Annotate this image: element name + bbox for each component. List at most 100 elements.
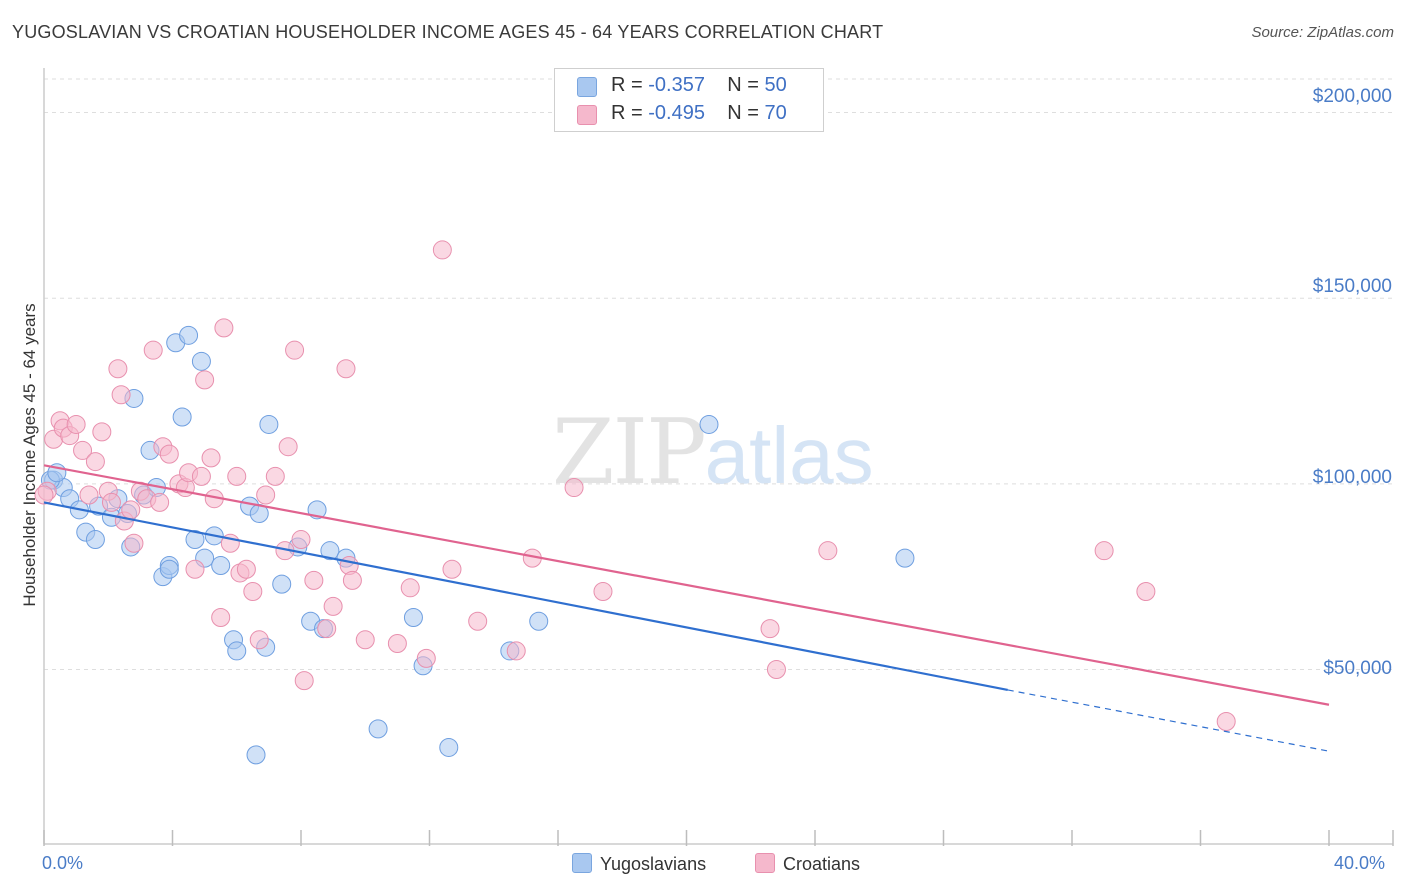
data-point-croatians <box>317 619 337 639</box>
data-point-croatians <box>121 500 141 520</box>
legend-n-label: N = <box>727 102 759 124</box>
y-axis-label: Householder Income Ages 45 - 64 years <box>20 303 39 607</box>
data-point-croatians <box>285 340 305 360</box>
bottom-legend-label-yugoslavians: Yugoslavians <box>600 854 707 874</box>
legend-n-label: N = <box>727 74 759 96</box>
data-point-croatians <box>442 559 462 579</box>
data-point-yugoslavians <box>320 541 340 561</box>
data-point-yugoslavians <box>272 574 292 594</box>
bottom-legend-swatch-yugoslavians <box>572 853 592 873</box>
data-point-yugoslavians <box>699 414 719 434</box>
correlation-legend: R = -0.357 N = 50 R = -0.495 N = 70 <box>554 68 824 132</box>
data-point-croatians <box>400 578 420 598</box>
data-point-croatians <box>249 630 269 650</box>
data-point-croatians <box>34 485 54 505</box>
source-label: Source: ZipAtlas.com <box>1251 24 1394 41</box>
data-point-croatians <box>416 648 436 668</box>
data-point-croatians <box>506 641 526 661</box>
data-point-croatians <box>818 541 838 561</box>
data-point-croatians <box>323 596 343 616</box>
data-point-croatians <box>760 619 780 639</box>
data-point-croatians <box>159 444 179 464</box>
x-tick-label-max: 40.0% <box>1334 853 1386 873</box>
data-point-croatians <box>243 582 263 602</box>
y-tick-label-100000: $100,000 <box>1312 467 1392 488</box>
data-point-croatians <box>195 370 215 390</box>
data-point-yugoslavians <box>227 641 247 661</box>
legend-n-value: 70 <box>764 102 787 124</box>
data-point-croatians <box>342 570 362 590</box>
data-point-croatians <box>150 492 170 512</box>
data-point-croatians <box>73 440 93 460</box>
data-point-croatians <box>85 452 105 472</box>
bottom-legend-yugoslavians: Yugoslavians <box>572 853 706 875</box>
data-point-croatians <box>468 611 488 631</box>
data-point-yugoslavians <box>895 548 915 568</box>
data-point-croatians <box>291 530 311 550</box>
data-point-croatians <box>124 533 144 553</box>
data-point-croatians <box>108 359 128 379</box>
data-point-yugoslavians <box>185 530 205 550</box>
bottom-legend-label-croatians: Croatians <box>783 854 861 874</box>
bottom-legend-swatch-croatians <box>755 853 775 873</box>
data-point-yugoslavians <box>211 556 231 576</box>
data-point-croatians <box>387 634 407 654</box>
legend-r-value: -0.495 <box>648 102 705 124</box>
data-point-yugoslavians <box>159 559 179 579</box>
data-point-croatians <box>111 385 131 405</box>
data-point-croatians <box>564 478 584 498</box>
data-point-yugoslavians <box>403 608 423 628</box>
legend-swatch-croatians <box>577 105 597 125</box>
data-point-yugoslavians <box>172 407 192 427</box>
data-point-croatians <box>143 340 163 360</box>
data-point-yugoslavians <box>191 351 211 371</box>
data-point-croatians <box>304 570 324 590</box>
data-point-croatians <box>256 485 276 505</box>
data-point-croatians <box>355 630 375 650</box>
y-tick-label-50000: $50,000 <box>1323 658 1392 679</box>
y-tick-label-200000: $200,000 <box>1312 86 1392 107</box>
bottom-legend-croatians: Croatians <box>755 853 860 875</box>
data-point-yugoslavians <box>85 530 105 550</box>
trend-line-extension-yugoslavians <box>1007 689 1330 752</box>
data-point-croatians <box>432 240 452 260</box>
legend-n-value: 50 <box>764 74 787 96</box>
data-point-croatians <box>66 414 86 434</box>
legend-swatch-yugoslavians <box>577 77 597 97</box>
data-point-croatians <box>278 437 298 457</box>
data-point-croatians <box>214 318 234 338</box>
data-point-croatians <box>227 466 247 486</box>
data-point-yugoslavians <box>368 719 388 739</box>
data-point-croatians <box>766 659 786 679</box>
legend-r-label: R = <box>611 74 643 96</box>
data-point-croatians <box>265 466 285 486</box>
y-tick-label-150000: $150,000 <box>1312 276 1392 297</box>
data-point-croatians <box>1216 711 1236 731</box>
data-point-yugoslavians <box>179 325 199 345</box>
data-point-croatians <box>79 485 99 505</box>
data-point-yugoslavians <box>529 611 549 631</box>
data-point-croatians <box>236 559 256 579</box>
data-point-yugoslavians <box>439 737 459 757</box>
data-point-croatians <box>185 559 205 579</box>
legend-r-value: -0.357 <box>648 74 705 96</box>
data-point-croatians <box>294 671 314 691</box>
legend-r-label: R = <box>611 102 643 124</box>
data-point-croatians <box>211 608 231 628</box>
data-point-croatians <box>1094 541 1114 561</box>
data-point-yugoslavians <box>259 414 279 434</box>
x-tick-label-min: 0.0% <box>42 853 84 873</box>
data-point-croatians <box>593 582 613 602</box>
data-point-croatians <box>201 448 221 468</box>
data-point-yugoslavians <box>246 745 266 765</box>
data-point-croatians <box>1136 582 1156 602</box>
chart-title: YUGOSLAVIAN VS CROATIAN HOUSEHOLDER INCO… <box>12 22 884 42</box>
data-point-croatians <box>191 466 211 486</box>
data-point-croatians <box>92 422 112 442</box>
data-point-croatians <box>336 359 356 379</box>
trend-line-yugoslavians <box>43 501 1008 691</box>
watermark-atlas: atlas <box>704 411 874 500</box>
trend-line-croatians <box>43 464 1330 706</box>
data-point-croatians <box>101 492 121 512</box>
